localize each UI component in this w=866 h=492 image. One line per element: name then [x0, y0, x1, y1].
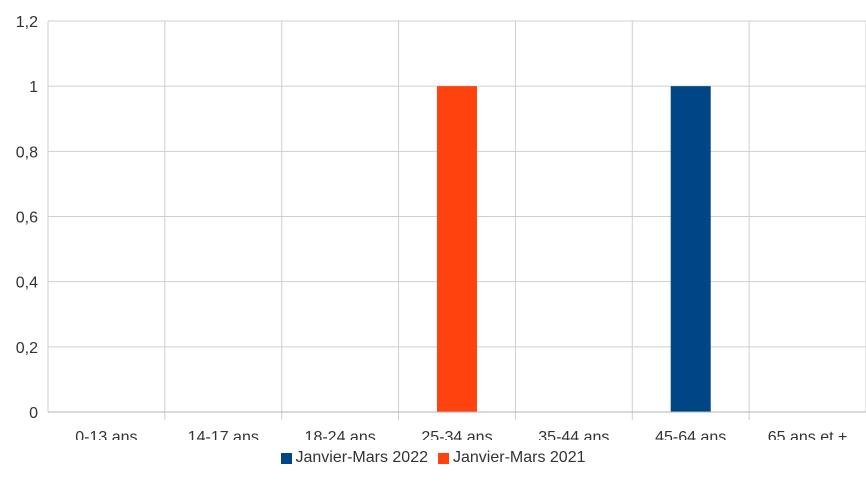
- x-tick-label: 65 ans et +: [768, 429, 848, 440]
- legend-item-2021: Janvier-Mars 2021: [438, 449, 586, 467]
- legend-item-2022: Janvier-Mars 2022: [280, 449, 429, 467]
- y-tick-label: 1,2: [16, 14, 38, 31]
- x-tick-label: 18-24 ans: [305, 429, 376, 440]
- legend-swatch-2022: [280, 452, 292, 464]
- legend-label-2021: Janvier-Mars 2021: [453, 449, 586, 466]
- bars: [437, 86, 711, 413]
- legend-label-2022: Janvier-Mars 2022: [295, 449, 429, 466]
- x-tick-label: 0-13 ans: [75, 429, 137, 440]
- y-tick-label: 0,2: [16, 340, 38, 357]
- bar-chart: 0 0,2 0,4 0,6 0,8 1 1,2 0-13 ans 14-17 ans 18-24…: [16, 14, 866, 440]
- legend-swatch-2021: [438, 452, 449, 464]
- y-tick-label: 0,8: [16, 144, 38, 161]
- y-tick-label: 0: [29, 405, 38, 422]
- x-tick-label: 25-34 ans: [421, 429, 492, 440]
- y-tick-label: 0,6: [16, 210, 38, 227]
- y-axis-tick-labels: 0 0,2 0,4 0,6 0,8 1 1,2: [16, 14, 38, 422]
- x-tick-label: 35-44 ans: [538, 429, 609, 440]
- y-tick-label: 0,4: [16, 275, 38, 292]
- x-tick-label: 14-17 ans: [188, 429, 259, 440]
- legend: Janvier-Mars 2022 Janvier-Mars 2021: [0, 446, 866, 470]
- bar-2022-5: [670, 86, 711, 413]
- y-tick-label: 1: [29, 79, 38, 96]
- x-axis-tick-labels: 0-13 ans 14-17 ans 18-24 ans 25-34 ans 35-44…: [75, 429, 847, 440]
- bar-2021-3: [437, 86, 477, 413]
- x-tick-label: 45-64 ans: [655, 429, 726, 440]
